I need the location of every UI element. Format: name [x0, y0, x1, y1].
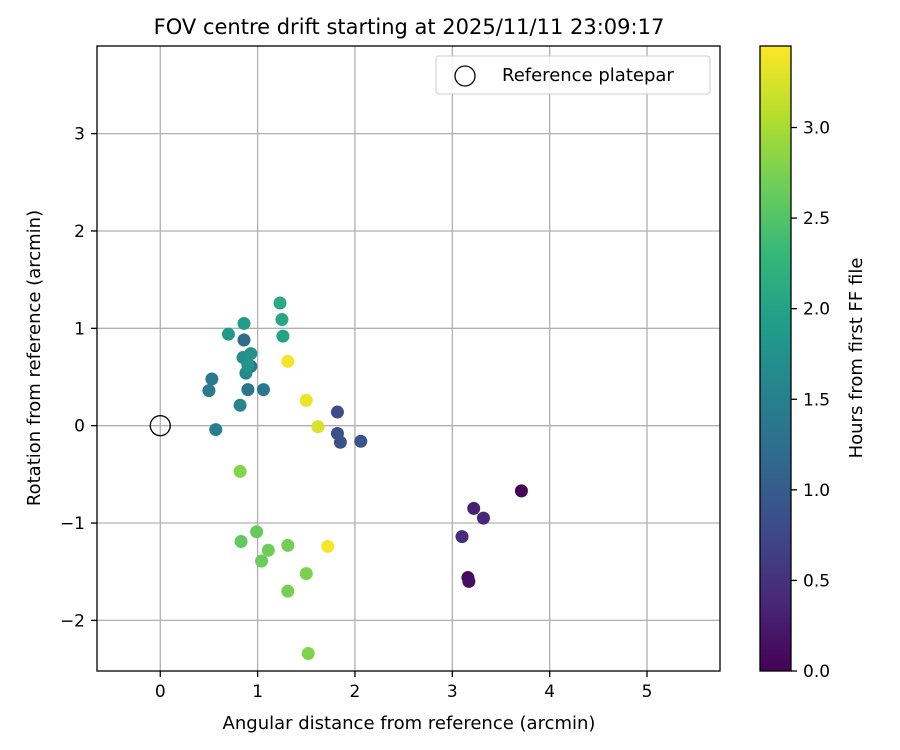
data-point [476, 511, 490, 525]
colorbar: 0.0 0.5 1.0 1.5 2.0 2.5 3.0 Hours from first F… [759, 45, 867, 682]
data-point [354, 434, 368, 448]
colorbar-gradient [759, 45, 792, 672]
data-point [467, 501, 481, 515]
legend-reference-marker [454, 65, 476, 87]
x-tick-label: 2 [350, 682, 361, 702]
legend-box [435, 55, 711, 95]
data-point [281, 584, 295, 598]
data-point [244, 347, 258, 361]
data-point [301, 646, 315, 660]
y-tick-label: 0 [74, 417, 85, 437]
colorbar-tick-label: 0.5 [803, 571, 830, 591]
colorbar-tick-label: 1.5 [803, 390, 830, 410]
data-point [237, 316, 251, 330]
data-point [273, 296, 287, 310]
chart-title: FOV centre drift starting at 2025/11/11 … [154, 15, 665, 39]
x-axis-label: Angular distance from reference (arcmin) [223, 713, 596, 734]
legend-entry-label: Reference platepar [502, 65, 674, 86]
reference-platepar-marker [149, 415, 171, 437]
data-point [255, 554, 269, 568]
colorbar-ticks: 0.0 0.5 1.0 1.5 2.0 2.5 3.0 [791, 119, 830, 682]
data-point [281, 538, 295, 552]
colorbar-tick-label: 2.0 [803, 300, 830, 320]
legend: Reference platepar [435, 55, 711, 95]
y-tick-label: −2 [60, 611, 85, 631]
data-point [275, 313, 289, 327]
data-point [234, 535, 248, 549]
data-point [256, 383, 270, 397]
y-tick-label: −1 [60, 514, 85, 534]
data-point [202, 384, 216, 398]
x-tick-label: 0 [155, 682, 166, 702]
plot-frame [96, 45, 721, 672]
reference-marker-layer [149, 415, 171, 437]
data-point [299, 393, 313, 407]
data-point [321, 539, 335, 553]
grid-lines [97, 46, 720, 671]
data-point [455, 530, 469, 544]
data-point [281, 354, 295, 368]
colorbar-label: Hours from first FF file [846, 258, 867, 459]
data-point [333, 435, 347, 449]
y-axis-ticks: −2 −1 0 1 2 3 [60, 125, 97, 631]
data-point [299, 567, 313, 581]
data-point [221, 327, 235, 341]
x-tick-label: 5 [642, 682, 653, 702]
y-tick-label: 2 [74, 222, 85, 242]
colorbar-tick-label: 1.0 [803, 481, 830, 501]
data-point [233, 464, 247, 478]
data-point [311, 420, 325, 434]
data-point [233, 398, 247, 412]
colorbar-tick-label: 2.5 [803, 209, 830, 229]
colorbar-tick-label: 0.0 [803, 662, 830, 682]
data-point [250, 525, 264, 539]
y-tick-label: 1 [74, 319, 85, 339]
data-point [462, 574, 476, 588]
x-tick-label: 3 [447, 682, 458, 702]
data-point [241, 383, 255, 397]
x-tick-label: 4 [544, 682, 555, 702]
colorbar-tick-label: 3.0 [803, 119, 830, 139]
x-tick-label: 1 [252, 682, 263, 702]
data-point [276, 329, 290, 343]
x-axis-ticks: 0 1 2 3 4 5 [155, 671, 653, 702]
data-point [209, 423, 223, 437]
data-point [241, 358, 255, 372]
data-point [237, 333, 251, 347]
data-points [202, 296, 528, 660]
y-tick-label: 3 [74, 125, 85, 145]
data-point [514, 484, 528, 498]
data-point [330, 405, 344, 419]
data-point [261, 543, 275, 557]
data-point [205, 372, 219, 386]
y-axis-label: Rotation from reference (arcmin) [24, 210, 45, 506]
